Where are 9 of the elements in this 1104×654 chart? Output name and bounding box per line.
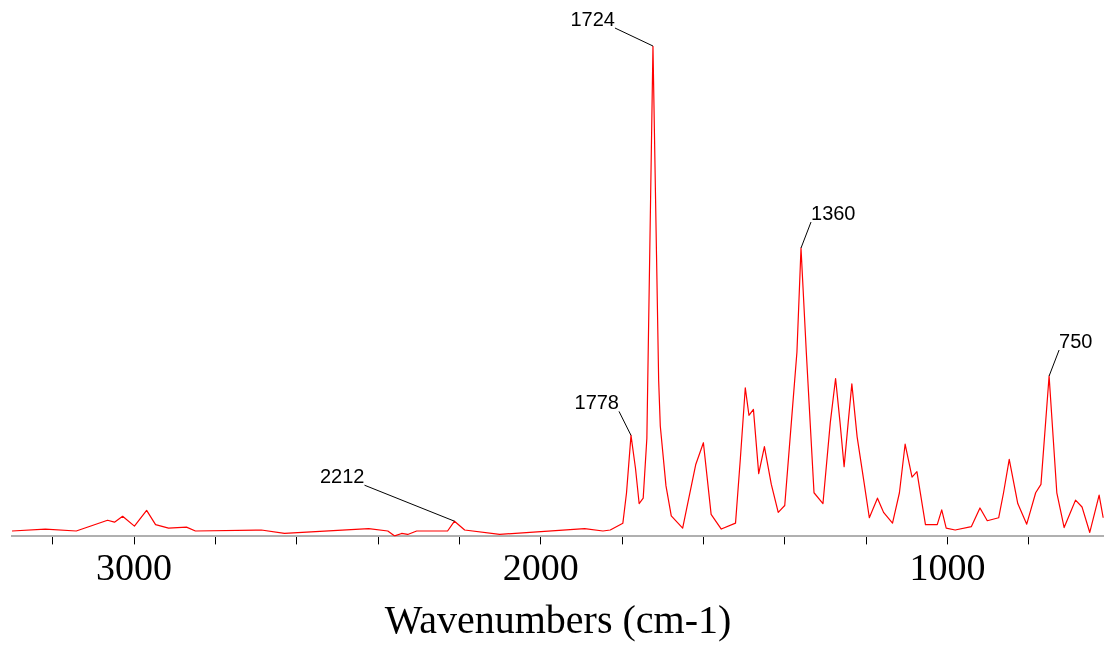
annotation: 1360 <box>811 202 856 225</box>
x-tick-label: 2000 <box>502 546 579 589</box>
x-tick-label: 3000 <box>96 546 173 589</box>
x-axis-title: Wavenumbers (cm-1) <box>384 596 732 642</box>
x-tick-label: 1000 <box>909 546 986 589</box>
annotation: 2212 <box>319 465 365 488</box>
annotation: 1778 <box>574 391 619 414</box>
annotation: 750 <box>1059 330 1093 353</box>
annotation: 1724 <box>570 8 615 30</box>
